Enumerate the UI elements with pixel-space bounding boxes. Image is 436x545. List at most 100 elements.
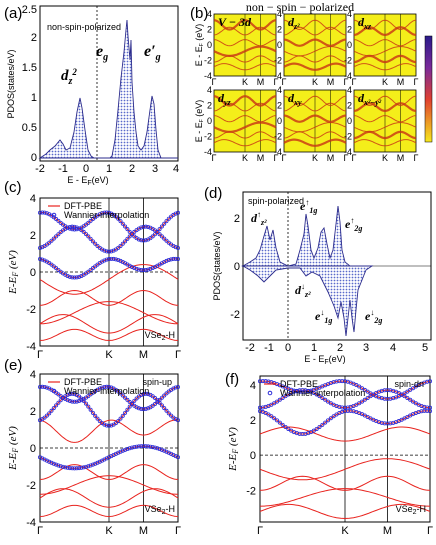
c-wannier-point xyxy=(143,238,148,243)
c-wannier-point xyxy=(152,232,157,237)
e-wannier-point xyxy=(72,399,77,404)
c-wannier-point xyxy=(100,211,105,216)
panel-a-peak-dz2: dz2 xyxy=(61,67,77,87)
f-wannier-point xyxy=(323,420,328,425)
panel-b-fatband xyxy=(283,19,347,31)
panel-b-xtick: Γ xyxy=(274,77,279,87)
c-wannier-point xyxy=(47,240,52,245)
panel-b-fatband xyxy=(353,63,417,71)
e-wannier-point xyxy=(107,384,112,389)
panel-b-fatband xyxy=(283,102,347,112)
panel-b-ytick: -2 xyxy=(204,56,212,66)
f-wannier-point xyxy=(402,394,407,399)
panel-b-fatband xyxy=(213,139,277,147)
panel-b-xtick: Γ xyxy=(344,153,349,163)
panel-b-ytick: 2 xyxy=(277,101,282,111)
e-wannier-point xyxy=(132,445,137,450)
c-wannier-point xyxy=(118,243,123,248)
e-wannier-point xyxy=(120,448,125,453)
c-wannier-point xyxy=(132,266,137,271)
panel-b-ytick: 2 xyxy=(207,25,212,35)
panel-b-fatband xyxy=(213,19,277,31)
e-dft-band xyxy=(39,488,179,508)
panel-b-title: non − spin − polarized xyxy=(246,0,354,14)
c-wannier-point xyxy=(171,256,176,261)
c-wannier-point xyxy=(74,275,79,280)
e-wannier-point xyxy=(136,444,141,449)
f-wannier-point xyxy=(314,426,319,431)
f-wannier-point xyxy=(283,394,288,399)
c-wannier-point xyxy=(127,234,132,239)
panel-b-fatband xyxy=(353,115,417,123)
c-wannier-point xyxy=(70,227,75,232)
panel-b-ytick: -2 xyxy=(204,132,212,142)
panel-a-xtick: 3 xyxy=(152,163,158,175)
e-wannier-point xyxy=(155,400,160,405)
e-wannier-point xyxy=(38,384,43,389)
panel-b-subplot-label: dz² xyxy=(288,15,300,31)
panel-a-xlabel: E - EF(eV) xyxy=(67,175,108,187)
c-wannier-point xyxy=(120,241,125,246)
panel-b-colorbar xyxy=(424,35,433,143)
panel-a-ytick: 1.5 xyxy=(22,62,37,74)
panel-b-xtick: K xyxy=(242,77,248,87)
e-wannier-point xyxy=(90,462,95,467)
f-wannier-point xyxy=(274,418,279,423)
panel-d-xtick: 4 xyxy=(390,342,396,354)
panel-b-fatband xyxy=(213,26,277,36)
c-wannier-point xyxy=(86,220,91,225)
panel-a-xtick: 1 xyxy=(106,163,112,175)
c-wannier-point xyxy=(157,227,162,232)
panel-b-fatband xyxy=(213,63,277,71)
e-wannier-point xyxy=(148,444,153,449)
c-wannier-point xyxy=(65,273,70,278)
c-wannier-point xyxy=(54,217,59,222)
f-dft-band xyxy=(260,475,430,491)
e-wannier-point xyxy=(175,384,180,389)
panel-b-fatband xyxy=(213,39,277,47)
panel-b-fatband xyxy=(353,130,417,140)
e-ytick: -2 xyxy=(26,480,36,492)
e-wannier-point xyxy=(47,459,52,464)
panel-b-ytick: 4 xyxy=(347,85,352,95)
c-wannier-point xyxy=(139,238,144,243)
panel-b-ytick: 0 xyxy=(347,40,352,50)
panel-b-xtick: Γ xyxy=(414,153,419,163)
panel-a-ytick: 0 xyxy=(31,152,37,164)
c-wannier-point xyxy=(109,256,114,261)
f-xtick: K xyxy=(341,525,349,537)
panel-b-fatband xyxy=(213,45,277,58)
e-wannier-point xyxy=(77,394,82,399)
panel-b-ytick: -2 xyxy=(274,56,282,66)
e-wannier-point xyxy=(120,393,125,398)
panel-a-ylabel: PDOS(states/eV) xyxy=(6,49,16,118)
e-wannier-point xyxy=(67,399,72,404)
e-wannier-point xyxy=(164,408,169,413)
c-wannier-point xyxy=(166,257,171,262)
e-wannier-point xyxy=(129,445,134,450)
c-wannier-point xyxy=(81,229,86,234)
e-wannier-point xyxy=(129,401,134,406)
panel-a-note: non-spin-polarized xyxy=(47,22,121,32)
c-wannier-point xyxy=(104,257,109,262)
e-ytick: 4 xyxy=(30,369,36,381)
c-wannier-point xyxy=(146,267,151,272)
c-ytick: -2 xyxy=(26,304,36,316)
c-wannier-point xyxy=(72,227,77,232)
panel-b-ytick: -4 xyxy=(344,71,352,81)
f-wannier-point xyxy=(286,426,291,431)
panel-b-fatband xyxy=(283,114,347,123)
c-dft-band xyxy=(39,226,179,253)
panel-b-ytick: 4 xyxy=(277,9,282,19)
panel-b-ytick: 2 xyxy=(347,101,352,111)
e-wannier-point xyxy=(104,384,109,389)
f-wannier-point xyxy=(357,401,362,406)
e-legend-wannier-swatch xyxy=(51,388,57,394)
c-wannier-point xyxy=(175,245,180,250)
e-wannier-point xyxy=(79,396,84,401)
panel-b-fatband xyxy=(283,26,347,36)
c-wannier-point xyxy=(51,236,56,241)
f-wannier-point xyxy=(357,384,362,389)
e-wannier-point xyxy=(139,444,144,449)
c-wannier-point xyxy=(125,227,130,232)
